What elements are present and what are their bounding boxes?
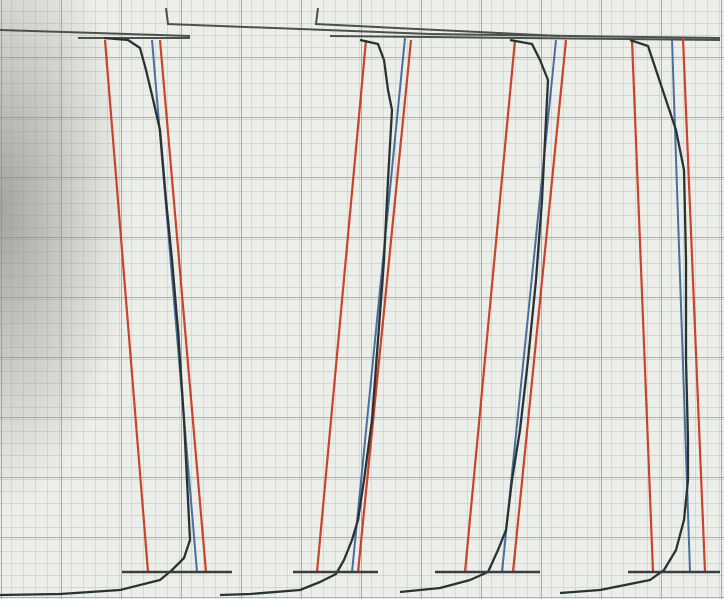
shadow — [0, 0, 260, 599]
